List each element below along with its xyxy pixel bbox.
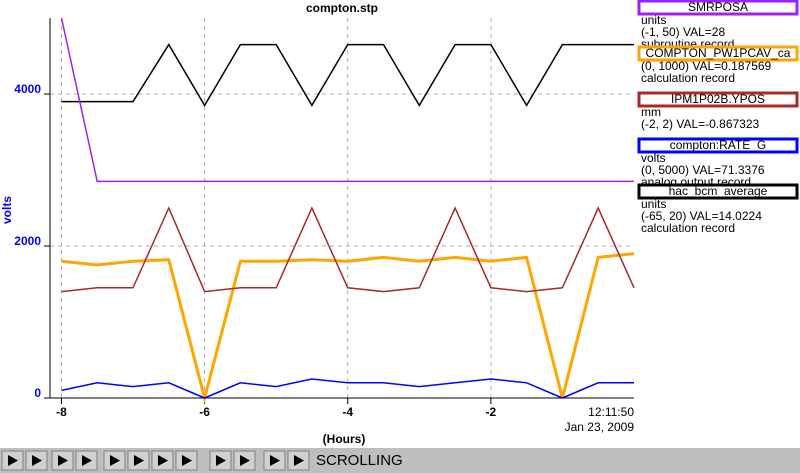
legend-range: calculation record — [641, 71, 735, 85]
x-tick-label: -2 — [486, 405, 497, 419]
button-icon — [134, 455, 144, 466]
button-icon — [82, 455, 92, 466]
legend-units: volts — [641, 151, 666, 165]
series-line — [61, 252, 635, 404]
date-label: Jan 23, 2009 — [565, 420, 635, 434]
legend-box[interactable] — [637, 0, 799, 16]
button-icon — [8, 455, 18, 466]
legend-name: COMPTON_PW1PCAV_ca — [646, 46, 791, 60]
x-axis-label: (Hours) — [323, 432, 366, 446]
button-icon — [158, 455, 168, 466]
y-tick-label: 0 — [34, 386, 41, 400]
button-icon — [240, 455, 250, 466]
button-icon — [216, 455, 226, 466]
legend-box[interactable] — [637, 183, 799, 200]
y-axis-label: volts — [0, 196, 14, 224]
legend-name: hac_bcm_average — [669, 184, 768, 198]
legend-name: compton:RATE_G — [670, 138, 766, 152]
button-icon — [182, 455, 192, 466]
chart-title: compton.stp — [306, 1, 378, 15]
button-icon — [32, 455, 42, 466]
button-icon — [294, 455, 304, 466]
series-line — [60, 17, 634, 183]
legend-units: mm — [641, 105, 661, 119]
legend-range: (-65, 20) VAL=14.0224 — [641, 209, 762, 223]
series-line — [61, 43, 634, 107]
legend-range: (-1, 50) VAL=28 — [641, 25, 725, 39]
legend-box[interactable] — [637, 137, 799, 154]
legend-units: (0, 1000) VAL=0.187569 — [641, 59, 772, 73]
series-line — [61, 206, 635, 293]
x-tick-label: -4 — [342, 405, 353, 419]
legend-range: (-2, 2) VAL=-0.867323 — [641, 117, 760, 131]
legend-box[interactable] — [637, 45, 799, 62]
legend-units: units — [641, 197, 666, 211]
legend-units: units — [641, 13, 666, 27]
series-line — [61, 378, 634, 399]
time-label: 12:11:50 — [588, 405, 634, 419]
legend-range: (0, 5000) VAL=71.3376 — [641, 163, 765, 177]
x-tick-label: -6 — [199, 405, 210, 419]
legend-name: SMRPOSA — [688, 0, 748, 14]
x-tick-label: -8 — [56, 405, 67, 419]
button-icon — [270, 455, 280, 466]
button-icon — [58, 455, 68, 466]
legend-box[interactable] — [637, 91, 799, 108]
y-tick-label: 2000 — [14, 234, 41, 248]
y-tick-label: 4000 — [14, 82, 41, 96]
legend-record: calculation record — [641, 221, 735, 235]
status-text: SCROLLING — [316, 452, 403, 469]
legend-name: IPM1P02B.YPOS — [671, 92, 765, 106]
button-icon — [110, 455, 120, 466]
